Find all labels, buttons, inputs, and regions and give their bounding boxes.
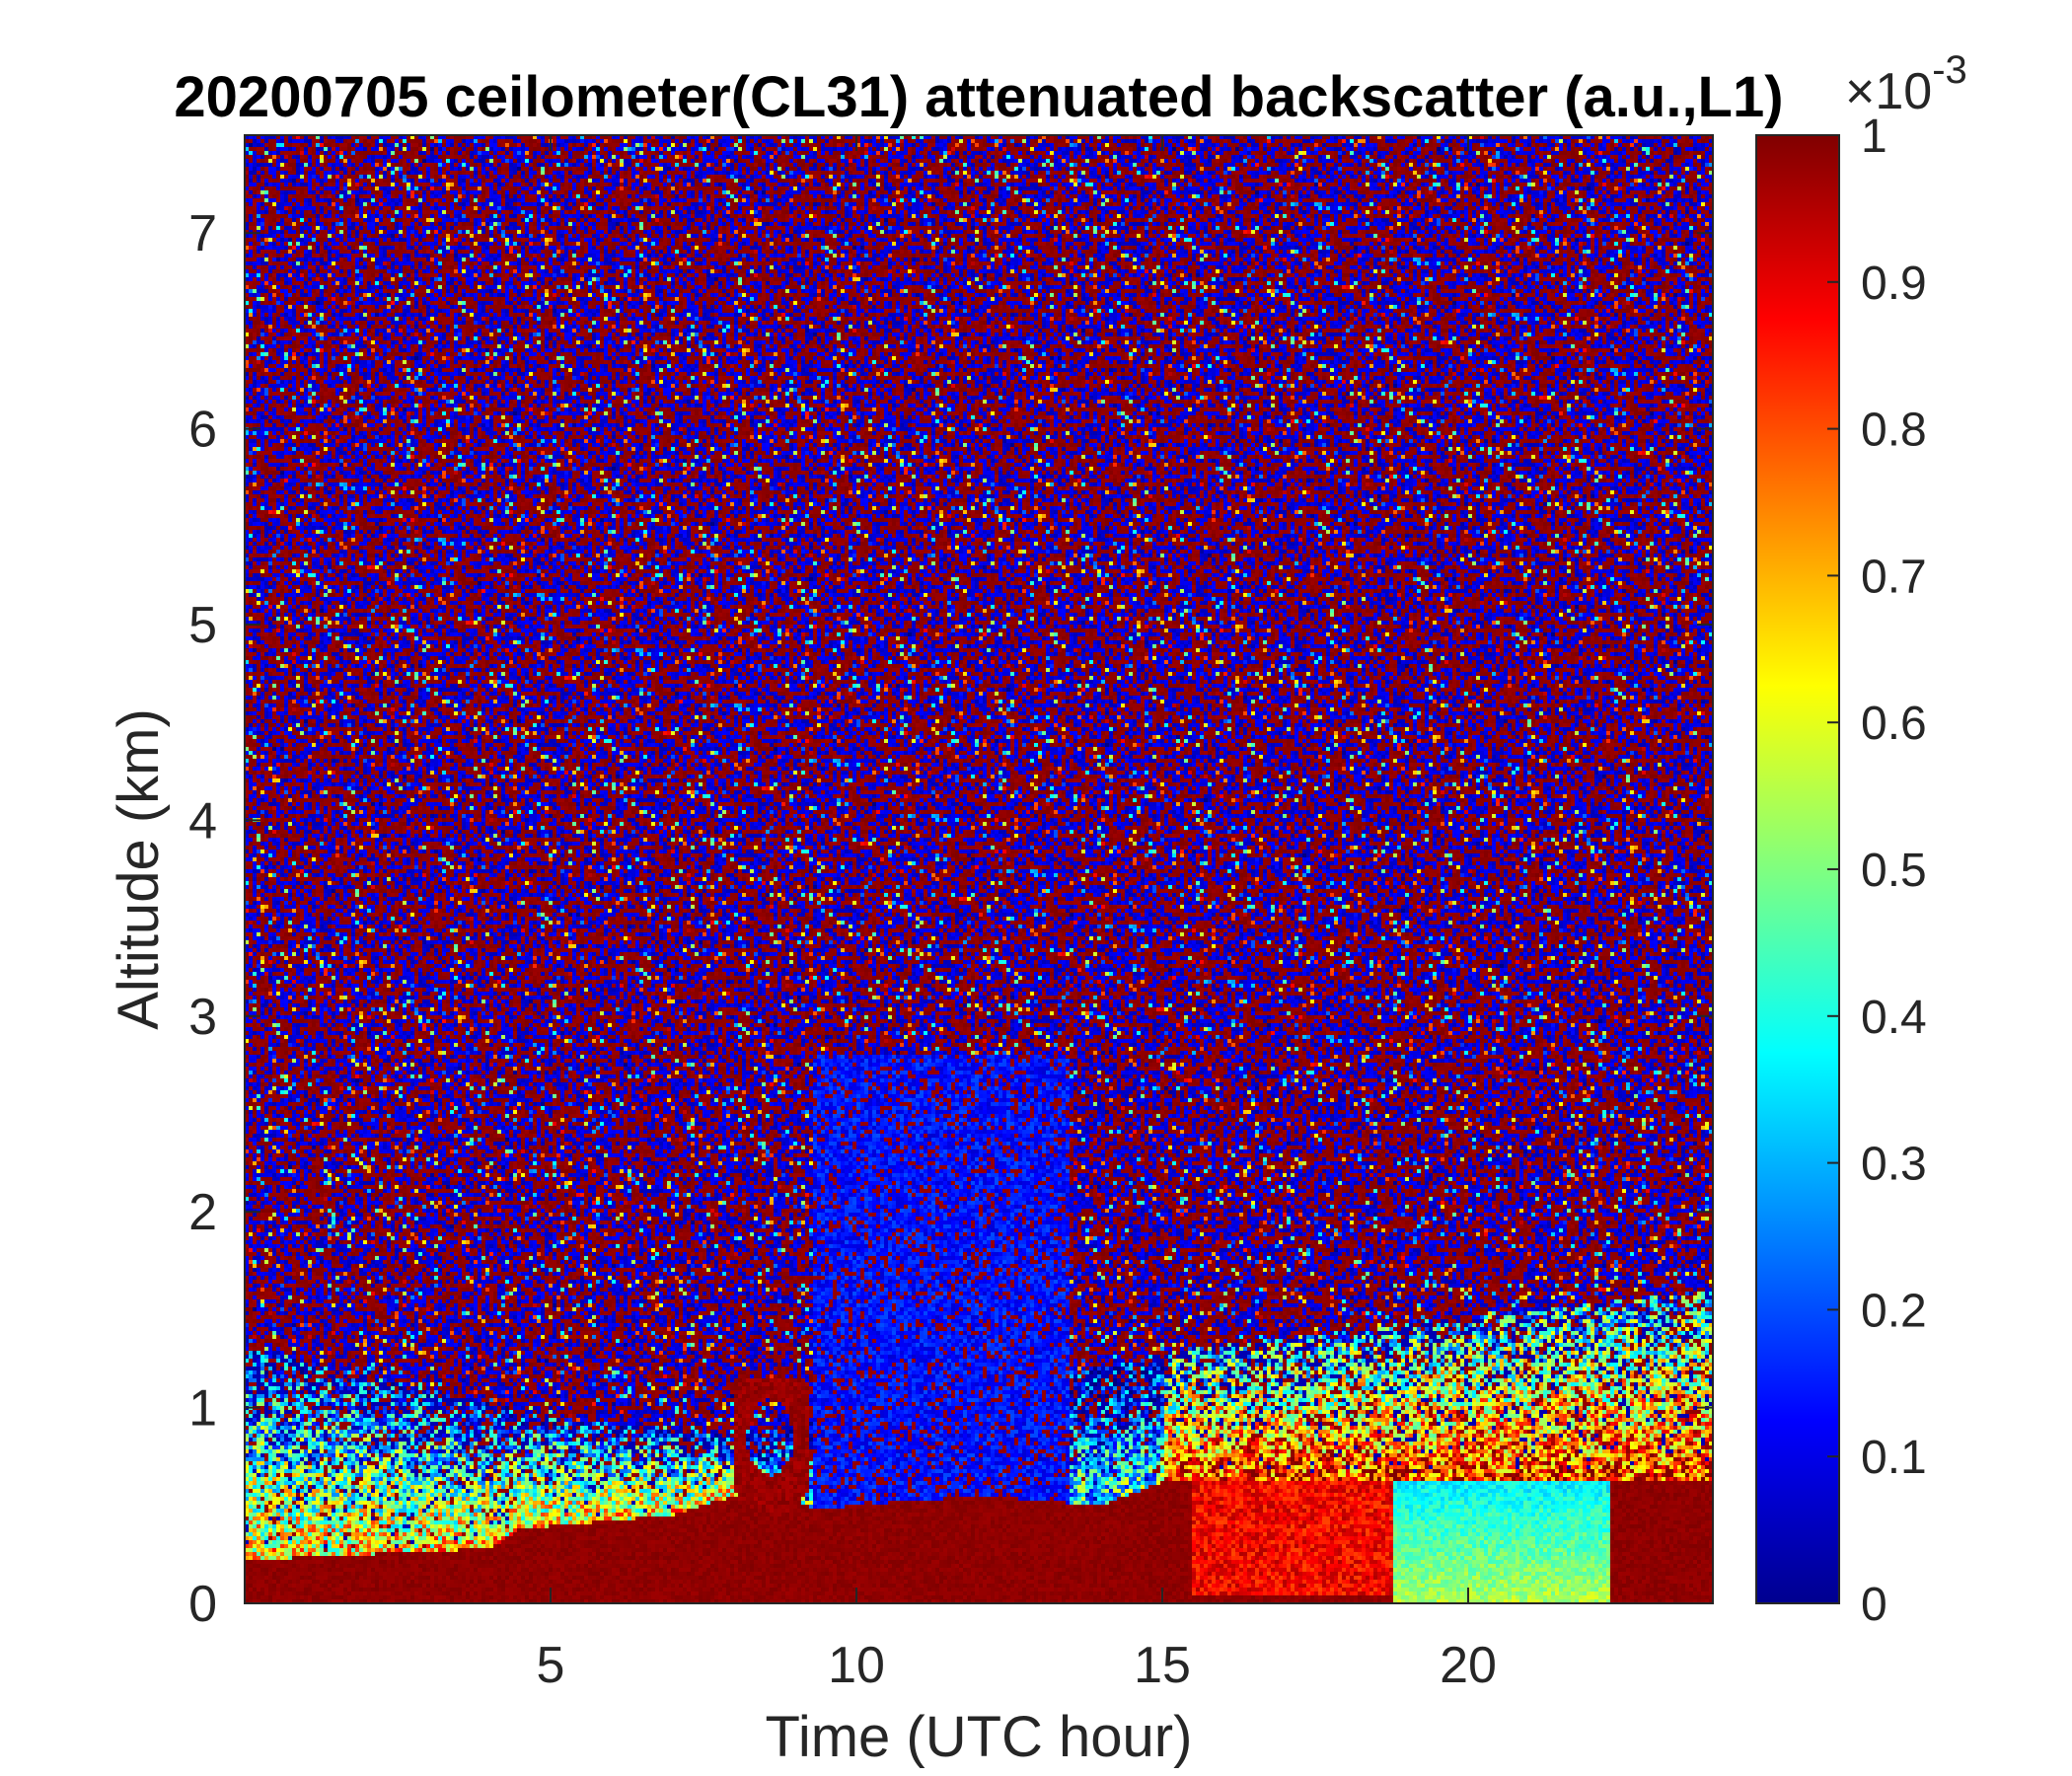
colorbar-tick-label: 0 [1861, 1579, 1887, 1631]
x-tick-label: 15 [1134, 1637, 1191, 1694]
y-tick-label: 2 [188, 1184, 217, 1241]
colorbar-tick-label: 0.9 [1861, 258, 1927, 310]
colorbar-tick-label: 1 [1861, 111, 1887, 163]
colorbar-tick-label: 0.7 [1861, 551, 1927, 603]
colorbar-multiplier: ×10-3 [1845, 48, 1967, 120]
colorbar-multiplier-exponent: -3 [1932, 48, 1967, 92]
x-axis: 5 10 15 20 [537, 135, 1497, 1694]
x-axis-label: Time (UTC hour) [766, 1705, 1193, 1769]
plot-frame [244, 134, 1714, 1604]
colorbar-multiplier-base: ×10 [1845, 63, 1932, 120]
y-tick-label: 0 [188, 1576, 217, 1633]
colorbar-tick-label: 0.5 [1861, 845, 1927, 897]
y-tick-label: 1 [188, 1380, 217, 1438]
backscatter-heatmap [245, 135, 1713, 1603]
colorbar-tick-label: 0.8 [1861, 405, 1927, 457]
colorbar-tick-label: 0.3 [1861, 1139, 1927, 1191]
colorbar-tick-label: 0.1 [1861, 1432, 1927, 1484]
colorbar-tick-label: 0.2 [1861, 1285, 1927, 1337]
x-tick-label: 20 [1440, 1637, 1497, 1694]
colorbar-tick-label: 0.4 [1861, 992, 1927, 1044]
chart-title: 20200705 ceilometer(CL31) attenuated bac… [174, 65, 1783, 129]
y-tick-label: 4 [188, 792, 217, 850]
x-tick-label: 5 [537, 1637, 565, 1694]
y-tick-label: 3 [188, 989, 217, 1046]
y-tick-label: 5 [188, 597, 217, 654]
heatmap-plot [245, 135, 1713, 1603]
colorbar-ticks: 0 0.1 0.2 0.3 0.4 0.5 0.6 0.7 0.8 0.9 1 [1827, 111, 1927, 1631]
y-axis-label: Altitude (km) [107, 708, 171, 1030]
x-tick-label: 10 [828, 1637, 885, 1694]
colorbar-tick-label: 0.6 [1861, 698, 1927, 750]
colorbar: 0 0.1 0.2 0.3 0.4 0.5 0.6 0.7 0.8 0.9 1 ×10-3 [1755, 48, 1967, 1631]
y-tick-label: 7 [188, 205, 217, 262]
y-tick-label: 6 [188, 402, 217, 459]
y-axis: 0 1 2 3 4 5 6 7 [188, 205, 1713, 1633]
colorbar-gradient [1755, 134, 1840, 1604]
